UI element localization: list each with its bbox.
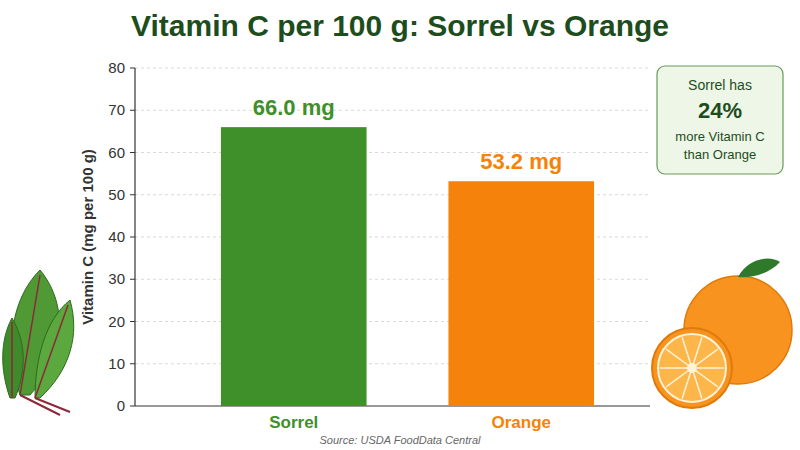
annotation-text: Sorrel has bbox=[688, 77, 752, 93]
tick-label: 0 bbox=[117, 397, 125, 414]
tick-mark bbox=[130, 237, 135, 238]
category-label: Orange bbox=[491, 413, 551, 432]
bars bbox=[221, 127, 594, 406]
bar bbox=[221, 127, 367, 406]
bar bbox=[448, 181, 594, 406]
tick-mark bbox=[130, 363, 135, 364]
grid-line bbox=[135, 110, 650, 111]
tick-mark bbox=[130, 321, 135, 322]
data-label: 66.0 mg bbox=[253, 95, 335, 120]
tick-label: 50 bbox=[108, 186, 125, 203]
orange-core bbox=[687, 363, 697, 373]
tick-mark bbox=[130, 152, 135, 153]
grid-line bbox=[135, 152, 650, 153]
source: Source: USDA FoodData Central bbox=[320, 434, 482, 446]
tick-label: 10 bbox=[108, 355, 125, 372]
chart: Vitamin C per 100 g: Sorrel vs Orange 0 10… bbox=[0, 0, 800, 450]
leaf-stem bbox=[20, 395, 70, 415]
orange-half bbox=[652, 328, 732, 408]
tick-label: 40 bbox=[108, 228, 125, 245]
grid-line bbox=[135, 68, 650, 69]
y-axis bbox=[134, 68, 135, 406]
annotation-text: more Vitamin C bbox=[675, 129, 764, 144]
y-axis-title: Vitamin C (mg per 100 g) bbox=[79, 149, 96, 325]
tick-label: 70 bbox=[108, 101, 125, 118]
tick-label: 60 bbox=[108, 144, 125, 161]
annotation-text: 24% bbox=[698, 98, 742, 123]
tick-mark bbox=[130, 279, 135, 280]
leaf bbox=[3, 318, 24, 398]
tick-label: 80 bbox=[108, 59, 125, 76]
tick-label: 20 bbox=[108, 313, 125, 330]
sorrel-illustration bbox=[3, 270, 74, 415]
title: Vitamin C per 100 g: Sorrel vs Orange bbox=[131, 9, 669, 42]
data-label: 53.2 mg bbox=[480, 149, 562, 174]
category-label: Sorrel bbox=[269, 413, 318, 432]
orange-flesh bbox=[658, 334, 726, 402]
tick-label: 30 bbox=[108, 270, 125, 287]
tick-mark bbox=[130, 406, 135, 407]
tick-mark bbox=[130, 194, 135, 195]
annotation-text: than Orange bbox=[684, 147, 756, 162]
leaf-vein bbox=[12, 275, 68, 398]
tick-mark bbox=[130, 68, 135, 69]
orange-illustration bbox=[652, 259, 792, 408]
annotation-box bbox=[657, 66, 783, 174]
tick-mark bbox=[130, 110, 135, 111]
orange-leaf bbox=[738, 259, 780, 278]
